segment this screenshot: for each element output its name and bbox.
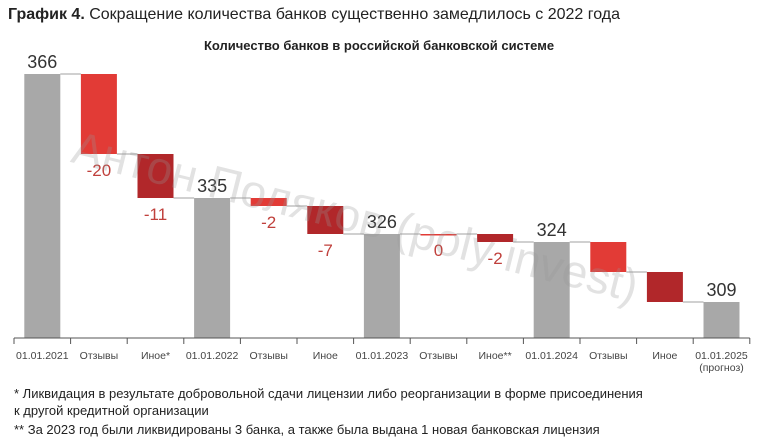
- data-label: -2: [261, 213, 276, 232]
- bar-total: [24, 74, 61, 338]
- data-label: 366: [27, 52, 57, 72]
- bar-other: [307, 206, 344, 234]
- bar-total: [363, 234, 400, 338]
- data-label: 335: [197, 176, 227, 196]
- data-label: 324: [537, 220, 567, 240]
- figure-caption: Сокращение количества банков существенно…: [89, 6, 621, 23]
- x-tick-label: Иное*: [141, 350, 170, 362]
- bar-other: [646, 272, 683, 302]
- x-tick-label: 01.01.2024: [525, 350, 578, 362]
- footnote-1: * Ликвидация в результате добровольной с…: [14, 386, 643, 401]
- bar-revocations: [250, 198, 287, 206]
- data-label: 0: [434, 241, 443, 260]
- data-label: 309: [706, 280, 736, 300]
- x-tick-label: 01.01.2025: [695, 350, 748, 362]
- bar-other: [477, 234, 514, 242]
- chart-title: Количество банков в российской банковско…: [203, 38, 555, 53]
- x-tick-label: Иное: [313, 350, 338, 362]
- bar-revocations: [80, 74, 117, 154]
- bar-total: [533, 242, 570, 338]
- x-tick-label: (прогноз): [699, 362, 744, 374]
- x-tick-label: Отзывы: [249, 350, 287, 362]
- bar-revocations: [590, 242, 627, 272]
- bar-other: [137, 154, 174, 198]
- x-tick-label: Иное**: [478, 350, 511, 362]
- footnote-2: ** За 2023 год были ликвидированы 3 банк…: [14, 422, 600, 437]
- figure-heading: График 4. Сокращение количества банков с…: [8, 6, 620, 24]
- bar-total: [194, 198, 231, 338]
- data-label: -2: [488, 249, 503, 268]
- data-label: -20: [87, 161, 112, 180]
- data-label: -11: [144, 205, 167, 224]
- data-label: 326: [367, 212, 397, 232]
- x-tick-label: 01.01.2021: [16, 350, 69, 362]
- x-tick-label: Отзывы: [80, 350, 118, 362]
- bar-total: [703, 302, 740, 338]
- x-tick-label: Иное: [652, 350, 677, 362]
- bar-revocations: [420, 234, 457, 236]
- x-tick-label: Отзывы: [419, 350, 457, 362]
- figure-number: График 4.: [8, 6, 85, 23]
- footnote-1-cont: к другой кредитной организации: [14, 403, 209, 418]
- x-tick-label: 01.01.2022: [186, 350, 239, 362]
- data-label: -7: [318, 241, 333, 260]
- x-tick-label: Отзывы: [589, 350, 627, 362]
- x-tick-label: 01.01.2023: [356, 350, 409, 362]
